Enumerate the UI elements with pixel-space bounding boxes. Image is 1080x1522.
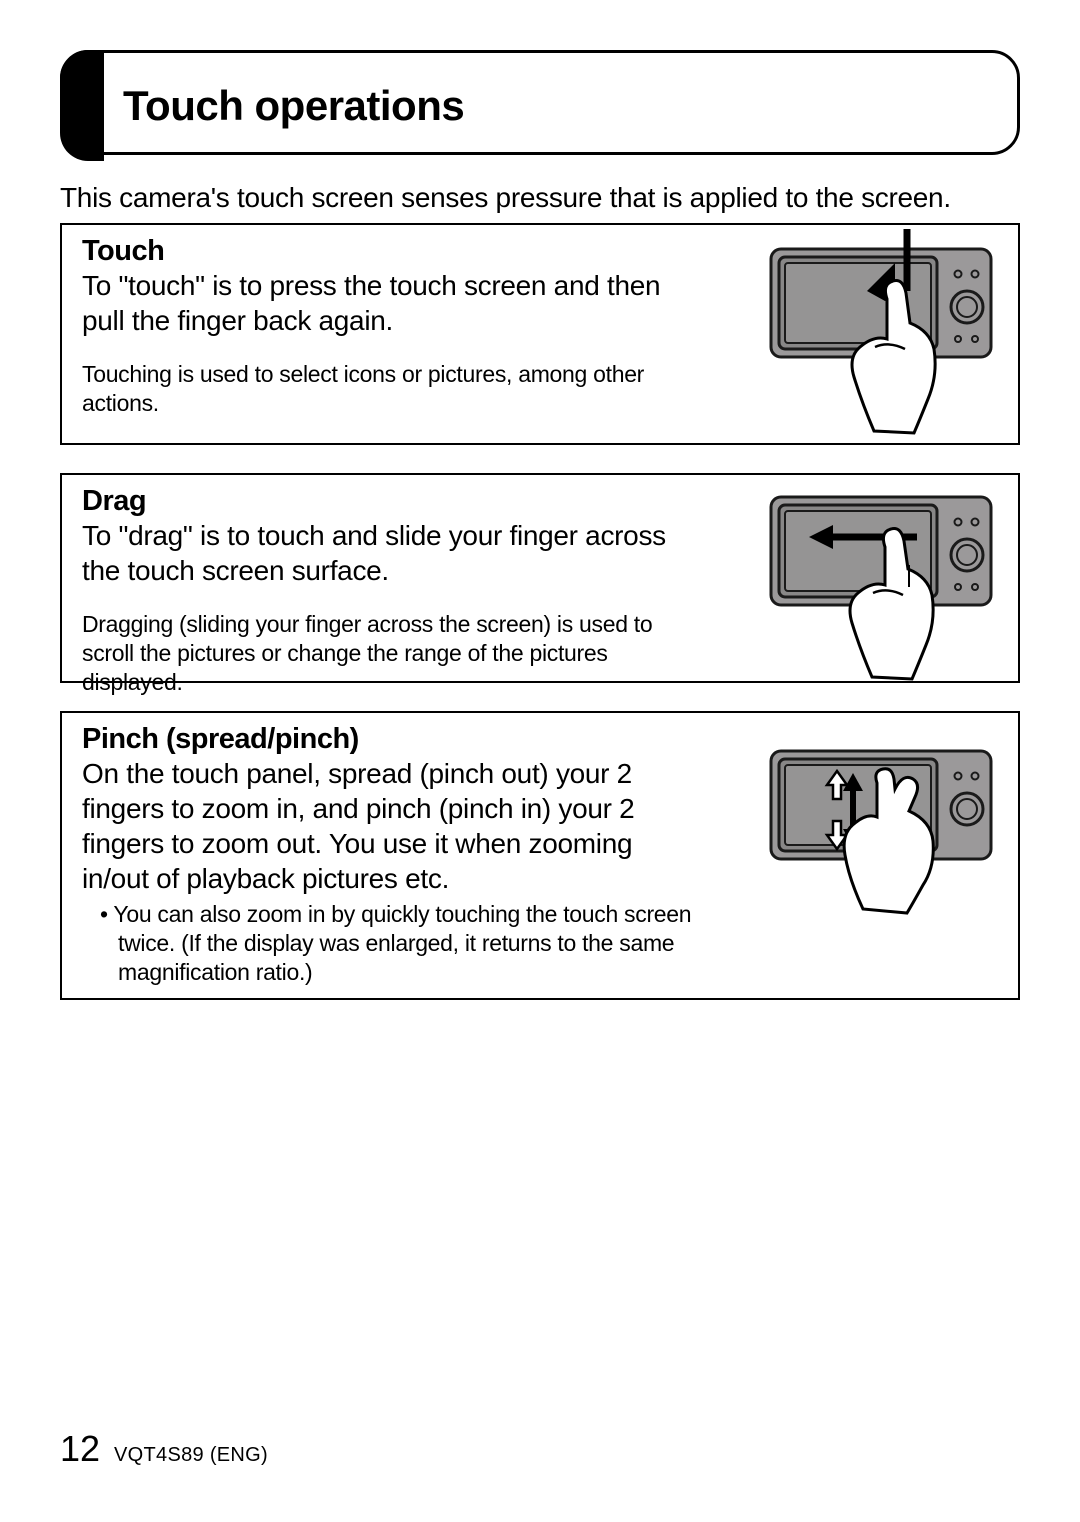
pinch-bullet: • You can also zoom in by quickly touchi…: [82, 900, 692, 986]
section-pinch: Pinch (spread/pinch) On the touch panel,…: [60, 711, 1020, 1000]
page-title: Touch operations: [123, 53, 464, 158]
touch-sub: Touching is used to select icons or pict…: [82, 360, 662, 418]
drag-sub: Dragging (sliding your finger across the…: [82, 610, 662, 696]
drag-desc: To "drag" is to touch and slide your fin…: [82, 518, 672, 588]
touch-illustration-icon: [767, 229, 1002, 439]
pinch-illustration-icon: [767, 743, 1002, 923]
title-container: Touch operations: [60, 50, 1020, 155]
doc-code: VQT4S89 (ENG): [114, 1444, 268, 1467]
touch-desc: To "touch" is to press the touch screen …: [82, 268, 672, 338]
manual-page: Touch operations This camera's touch scr…: [60, 50, 1020, 1470]
section-drag: Drag To "drag" is to touch and slide you…: [60, 473, 1020, 683]
drag-illustration-icon: [767, 489, 1002, 689]
section-touch: Touch To "touch" is to press the touch s…: [60, 223, 1020, 445]
title-tab: [60, 50, 104, 161]
page-number: 12: [60, 1428, 100, 1470]
page-footer: 12 VQT4S89 (ENG): [60, 1428, 268, 1470]
pinch-desc: On the touch panel, spread (pinch out) y…: [82, 756, 672, 896]
intro-text: This camera's touch screen senses pressu…: [60, 180, 1020, 215]
